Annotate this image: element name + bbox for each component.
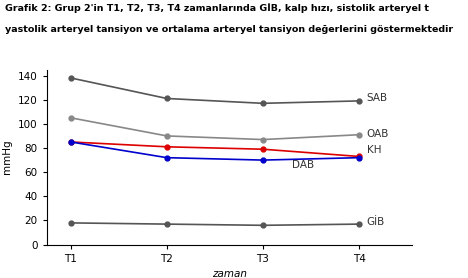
- Text: KH: KH: [367, 145, 381, 155]
- Text: yastolik arteryel tansiyon ve ortalama arteryel tansiyon değerlerini göstermekte: yastolik arteryel tansiyon ve ortalama a…: [5, 25, 453, 34]
- Text: DAB: DAB: [292, 160, 314, 170]
- Text: OAB: OAB: [367, 128, 389, 138]
- X-axis label: zaman: zaman: [212, 269, 247, 278]
- Text: Grafik 2: Grup 2'in T1, T2, T3, T4 zamanlarında GİB, kalp hızı, sistolik arterye: Grafik 2: Grup 2'in T1, T2, T3, T4 zaman…: [5, 3, 429, 13]
- Text: GİB: GİB: [367, 217, 385, 227]
- Text: SAB: SAB: [367, 93, 388, 103]
- Y-axis label: mmHg: mmHg: [2, 140, 13, 174]
